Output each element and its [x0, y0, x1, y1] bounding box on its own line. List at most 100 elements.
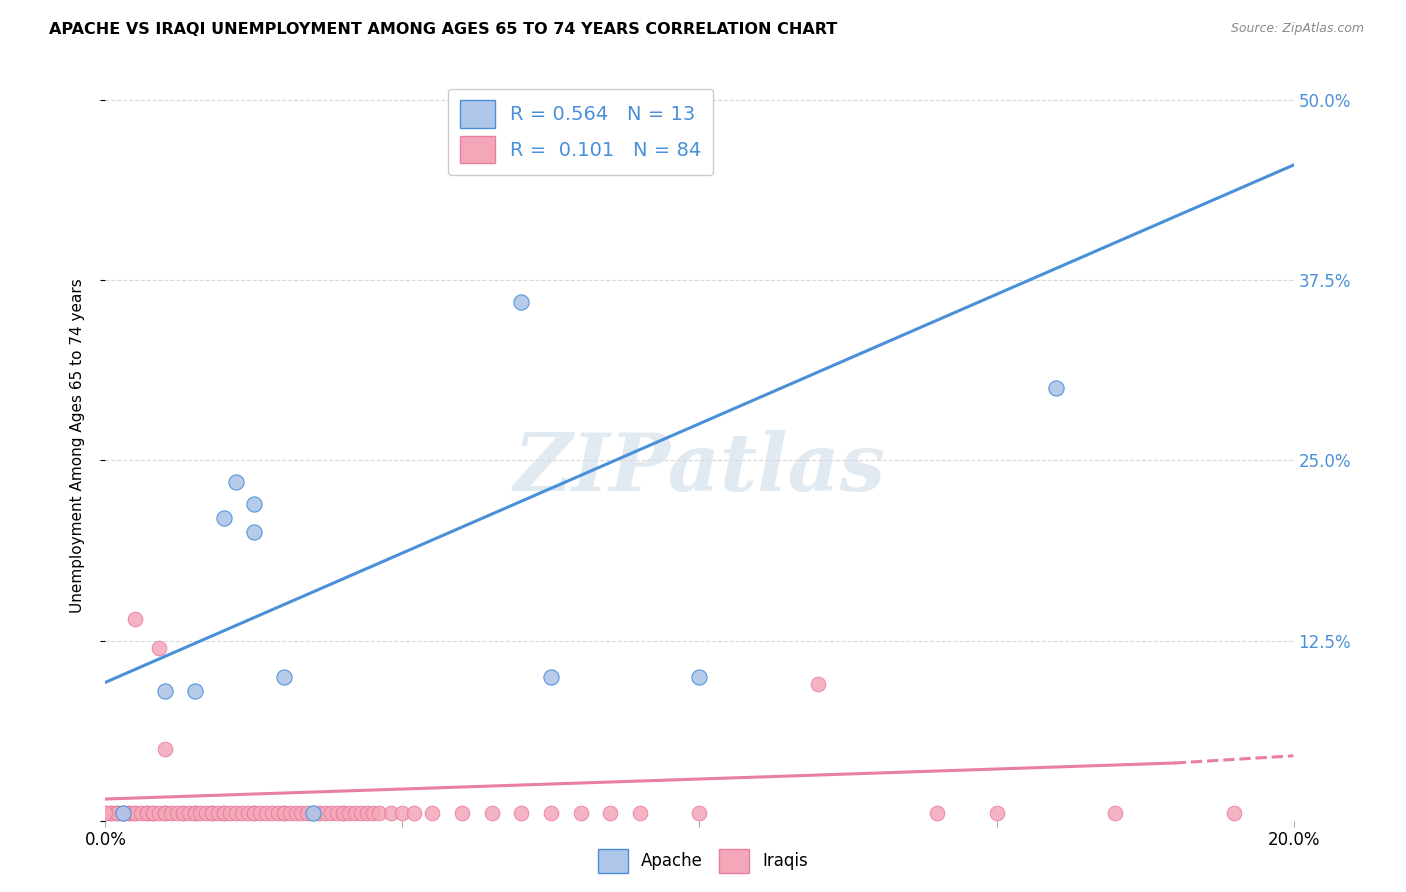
- Point: [112, 806, 135, 821]
- Point: [177, 806, 200, 821]
- Point: [1045, 381, 1067, 395]
- Point: [236, 806, 259, 821]
- Point: [249, 806, 271, 821]
- Point: [105, 806, 128, 821]
- Point: [214, 806, 236, 821]
- Point: [183, 684, 205, 698]
- Point: [172, 806, 194, 821]
- Point: [628, 806, 651, 821]
- Point: [356, 806, 378, 821]
- Point: [195, 806, 218, 821]
- Point: [308, 806, 330, 821]
- Point: [350, 806, 373, 821]
- Point: [225, 806, 247, 821]
- Point: [302, 806, 325, 821]
- Point: [273, 806, 295, 821]
- Point: [231, 806, 253, 821]
- Point: [273, 669, 295, 683]
- Point: [112, 806, 135, 821]
- Point: [214, 806, 236, 821]
- Point: [1104, 806, 1126, 821]
- Point: [807, 677, 830, 691]
- Point: [136, 806, 159, 821]
- Point: [540, 669, 562, 683]
- Point: [1223, 806, 1246, 821]
- Point: [153, 741, 176, 756]
- Point: [159, 806, 181, 821]
- Point: [183, 806, 205, 821]
- Point: [404, 806, 426, 821]
- Point: [569, 806, 592, 821]
- Point: [243, 497, 266, 511]
- Legend: Apache, Iraqis: Apache, Iraqis: [591, 842, 815, 880]
- Point: [201, 806, 224, 821]
- Point: [100, 806, 122, 821]
- Point: [986, 806, 1008, 821]
- Point: [190, 806, 212, 821]
- Point: [927, 806, 949, 821]
- Point: [689, 806, 711, 821]
- Point: [284, 806, 307, 821]
- Point: [343, 806, 366, 821]
- Point: [100, 806, 122, 821]
- Point: [153, 806, 176, 821]
- Point: [142, 806, 165, 821]
- Text: APACHE VS IRAQI UNEMPLOYMENT AMONG AGES 65 TO 74 YEARS CORRELATION CHART: APACHE VS IRAQI UNEMPLOYMENT AMONG AGES …: [49, 22, 838, 37]
- Point: [166, 806, 188, 821]
- Point: [332, 806, 354, 821]
- Point: [219, 806, 242, 821]
- Point: [243, 806, 266, 821]
- Text: Source: ZipAtlas.com: Source: ZipAtlas.com: [1230, 22, 1364, 36]
- Point: [450, 806, 472, 821]
- Point: [243, 806, 266, 821]
- Point: [367, 806, 389, 821]
- Point: [225, 475, 247, 489]
- Point: [314, 806, 336, 821]
- Point: [112, 806, 135, 821]
- Point: [391, 806, 413, 821]
- Point: [267, 806, 290, 821]
- Point: [540, 806, 562, 821]
- Point: [332, 806, 354, 821]
- Point: [481, 806, 503, 821]
- Point: [136, 806, 159, 821]
- Point: [148, 640, 170, 655]
- Point: [337, 806, 360, 821]
- Point: [302, 806, 325, 821]
- Point: [118, 806, 141, 821]
- Point: [278, 806, 301, 821]
- Point: [124, 612, 146, 626]
- Point: [420, 806, 443, 821]
- Point: [290, 806, 312, 821]
- Point: [172, 806, 194, 821]
- Point: [254, 806, 277, 821]
- Point: [321, 806, 343, 821]
- Point: [1223, 849, 1246, 863]
- Point: [243, 525, 266, 540]
- Point: [361, 806, 384, 821]
- Point: [510, 294, 533, 309]
- Text: ZIPatlas: ZIPatlas: [513, 430, 886, 508]
- Point: [124, 806, 146, 821]
- Point: [148, 806, 170, 821]
- Point: [689, 669, 711, 683]
- Point: [214, 511, 236, 525]
- Point: [124, 806, 146, 821]
- Point: [153, 684, 176, 698]
- Point: [599, 806, 621, 821]
- Point: [94, 806, 117, 821]
- Point: [105, 806, 128, 821]
- Point: [326, 806, 349, 821]
- Point: [510, 806, 533, 821]
- Y-axis label: Unemployment Among Ages 65 to 74 years: Unemployment Among Ages 65 to 74 years: [70, 278, 84, 614]
- Point: [201, 806, 224, 821]
- Point: [380, 806, 402, 821]
- Point: [260, 806, 283, 821]
- Point: [94, 806, 117, 821]
- Point: [142, 806, 165, 821]
- Point: [207, 806, 229, 821]
- Legend: R = 0.564   N = 13, R =  0.101   N = 84: R = 0.564 N = 13, R = 0.101 N = 84: [449, 88, 713, 175]
- Point: [273, 806, 295, 821]
- Point: [129, 806, 152, 821]
- Point: [118, 806, 141, 821]
